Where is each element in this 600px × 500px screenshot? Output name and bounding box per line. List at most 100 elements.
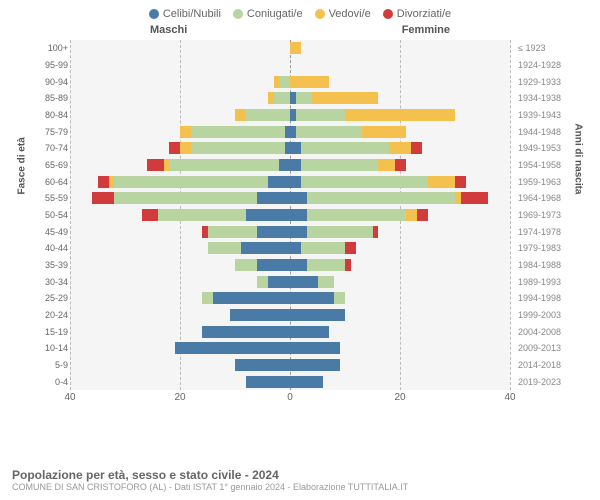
bar-segment [290,309,345,321]
age-label: 90-94 [30,75,68,89]
bar-male [230,309,291,321]
bar-segment [202,326,290,338]
age-label: 100+ [30,41,68,55]
bar-segment [191,126,285,138]
bar-segment [230,309,291,321]
bar-segment [290,42,301,54]
bar-segment [268,176,290,188]
age-row [70,141,510,155]
bar-segment [257,192,290,204]
legend-label: Vedovi/e [329,8,371,20]
age-row [70,291,510,305]
birth-label: 1959-1963 [518,175,570,189]
bar-male [98,176,291,188]
birth-label: 1954-1958 [518,158,570,172]
birth-label: 1939-1943 [518,108,570,122]
bar-segment [92,192,114,204]
birth-label: 2004-2008 [518,325,570,339]
plot-area: 402002040 [70,40,510,390]
age-row [70,358,510,372]
bar-segment [406,209,417,221]
bar-male [246,376,290,388]
age-label: 20-24 [30,308,68,322]
chart-container: Celibi/NubiliConiugati/eVedovi/eDivorzia… [0,0,600,500]
label-female: Femmine [402,24,450,36]
bar-segment [345,259,351,271]
legend-item: Celibi/Nubili [149,8,221,20]
bar-segment [279,76,290,88]
bar-segment [257,226,290,238]
bar-segment [345,242,356,254]
bar-female [290,176,466,188]
bar-female [290,309,345,321]
bar-male [175,342,291,354]
age-label: 15-19 [30,325,68,339]
bar-segment [411,142,422,154]
label-male: Maschi [150,24,187,36]
bar-segment [213,292,290,304]
bar-segment [307,259,346,271]
x-tick: 40 [64,392,75,403]
bar-segment [202,292,213,304]
bar-segment [290,142,301,154]
x-tick: 40 [504,392,515,403]
bar-female [290,326,329,338]
birth-label: 1934-1938 [518,91,570,105]
bar-male [180,126,290,138]
bar-segment [175,342,291,354]
age-row [70,175,510,189]
bar-segment [290,376,323,388]
age-label: 0-4 [30,375,68,389]
bar-segment [279,159,290,171]
bar-segment [290,292,334,304]
birth-label: 2009-2013 [518,341,570,355]
bar-segment [373,226,379,238]
bar-segment [246,209,290,221]
bar-male [268,92,290,104]
bar-segment [114,176,268,188]
bar-segment [180,142,191,154]
bar-segment [290,176,301,188]
bar-female [290,226,378,238]
bar-female [290,292,345,304]
bar-female [290,342,340,354]
bar-male [147,159,290,171]
bar-segment [395,159,406,171]
age-label: 95-99 [30,58,68,72]
bar-male [202,326,290,338]
age-label: 5-9 [30,358,68,372]
x-axis: 402002040 [70,392,510,408]
bar-male [235,109,290,121]
birth-label: 2019-2023 [518,375,570,389]
age-label: 55-59 [30,191,68,205]
legend-item: Vedovi/e [315,8,371,20]
age-row [70,158,510,172]
x-tick: 20 [174,392,185,403]
x-tick: 0 [287,392,293,403]
age-label: 85-89 [30,91,68,105]
bar-segment [208,242,241,254]
bar-segment [169,159,279,171]
bar-segment [378,159,395,171]
bar-segment [169,142,180,154]
bar-segment [307,209,406,221]
age-label: 80-84 [30,108,68,122]
birth-label: 1929-1933 [518,75,570,89]
legend-dot [233,9,243,19]
bar-segment [235,359,290,371]
bar-segment [307,226,373,238]
bar-segment [180,126,191,138]
bar-female [290,242,356,254]
bar-female [290,126,406,138]
bar-segment [142,209,159,221]
bar-segment [296,109,346,121]
bar-segment [290,76,329,88]
chart-area: Maschi Femmine Fasce di età Anni di nasc… [30,24,570,414]
bar-segment [208,226,258,238]
y-axis-label-right: Anni di nascita [573,123,584,194]
bar-segment [290,326,329,338]
legend-dot [149,9,159,19]
age-row [70,91,510,105]
bar-female [290,42,301,54]
bar-segment [362,126,406,138]
